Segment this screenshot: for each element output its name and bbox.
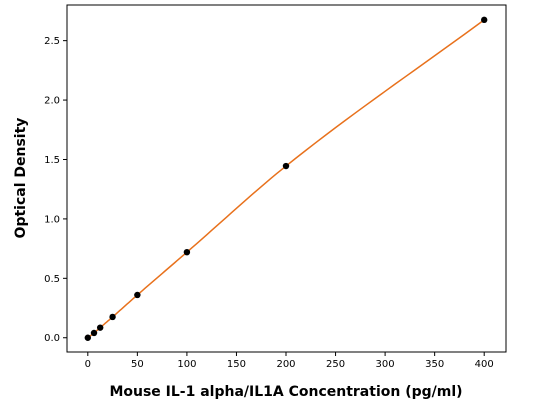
plot-area (66, 4, 507, 353)
plot-frame (66, 4, 507, 353)
x-axis-ticks: 0 50 100 150 200 250 300 350 400 (85, 352, 494, 370)
x-tick-label: 350 (425, 359, 444, 370)
y-tick-label: 0.0 (44, 333, 60, 344)
y-axis-ticks: 0.0 0.5 1.0 1.5 2.0 2.5 (44, 36, 67, 344)
data-point (109, 313, 116, 321)
y-tick-label: 1.0 (44, 214, 60, 225)
x-tick-label: 0 (85, 359, 91, 370)
x-tick-label: 50 (131, 359, 144, 370)
x-tick-label: 200 (276, 359, 295, 370)
y-axis-title: Optical Density (13, 118, 29, 239)
x-tick-label: 400 (475, 359, 494, 370)
data-point (183, 248, 191, 256)
x-tick-label: 150 (227, 359, 246, 370)
x-axis-title: Mouse IL-1 alpha/IL1A Concentration (pg/… (109, 384, 462, 400)
fit-curve (87, 19, 485, 339)
y-tick-label: 0.5 (44, 274, 60, 285)
x-tick-label: 100 (177, 359, 196, 370)
y-tick-label: 2.5 (44, 36, 60, 47)
data-point (96, 324, 104, 331)
y-tick-label: 1.5 (44, 155, 60, 166)
data-point (480, 16, 488, 24)
data-point (282, 162, 290, 170)
x-tick-label: 250 (326, 359, 345, 370)
data-point (90, 329, 98, 337)
x-tick-label: 300 (376, 359, 395, 370)
y-tick-label: 2.0 (44, 96, 60, 107)
data-point (134, 291, 141, 299)
data-point (84, 334, 92, 341)
